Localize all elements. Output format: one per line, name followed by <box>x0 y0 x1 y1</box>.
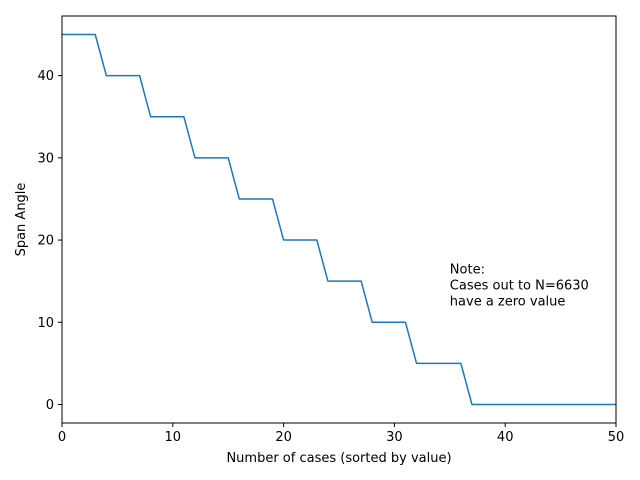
x-tick-label: 0 <box>58 430 66 445</box>
x-tick-label: 30 <box>386 430 403 445</box>
x-tick-label: 20 <box>275 430 292 445</box>
x-axis-title: Number of cases (sorted by value) <box>226 451 451 466</box>
x-tick-label: 50 <box>608 430 625 445</box>
x-axis: 0 10 20 30 40 50 <box>58 423 624 445</box>
plot-frame <box>61 15 617 424</box>
annotation-line-3: have a zero value <box>450 294 566 309</box>
y-tick-label: 20 <box>37 234 54 249</box>
y-tick-label: 40 <box>37 69 54 84</box>
y-axis: 0 10 20 30 40 <box>37 69 62 413</box>
annotation-line-1: Note: <box>450 262 485 277</box>
y-tick-label: 10 <box>37 316 54 331</box>
y-tick-label: 0 <box>46 398 54 413</box>
annotation-line-2: Cases out to N=6630 <box>450 278 589 293</box>
y-axis-title: Span Angle <box>14 183 29 257</box>
x-tick-label: 10 <box>165 430 182 445</box>
x-tick-label: 40 <box>497 430 514 445</box>
y-tick-label: 30 <box>37 151 54 166</box>
series-line-1 <box>62 33 616 406</box>
plot-lines <box>62 33 616 406</box>
